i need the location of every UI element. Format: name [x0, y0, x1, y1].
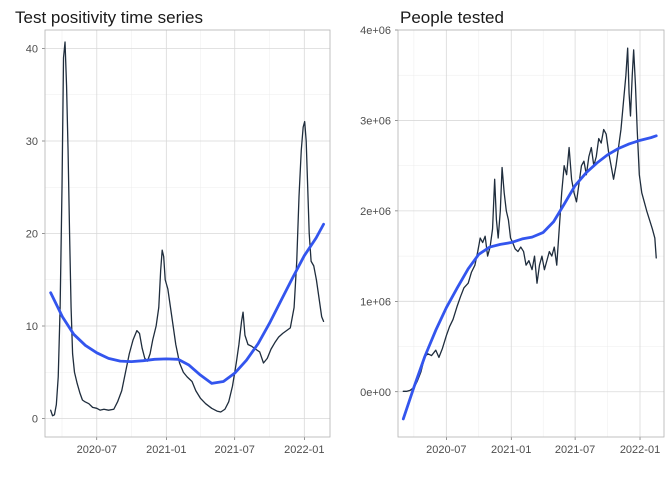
x-tick-label: 2020-07 — [426, 444, 466, 456]
x-tick-label: 2021-01 — [146, 444, 186, 456]
observed-series-line — [402, 47, 657, 392]
chart-title: Test positivity time series — [15, 8, 203, 27]
y-tick-label: 3e+06 — [360, 115, 391, 127]
observed-series-line — [50, 41, 325, 417]
y-tick-label: 10 — [26, 321, 38, 333]
plot-panel-border — [44, 29, 331, 438]
y-tick-label: 40 — [26, 44, 38, 56]
y-tick-label: 20 — [26, 229, 38, 241]
y-tick-label: 0 — [32, 414, 38, 426]
smooth-trend-line — [401, 134, 658, 421]
x-tick-label: 2021-07 — [215, 444, 255, 456]
chart-title: People tested — [400, 8, 504, 27]
x-tick-label: 2022-01 — [620, 444, 660, 456]
y-tick-label: 30 — [26, 136, 38, 148]
y-tick-label: 1e+06 — [360, 296, 391, 308]
x-tick-label: 2021-07 — [555, 444, 595, 456]
x-tick-label: 2020-07 — [77, 444, 117, 456]
plot-panel-border — [397, 29, 665, 438]
y-tick-label: 2e+06 — [360, 206, 391, 218]
x-tick-label: 2022-01 — [284, 444, 324, 456]
chart-panel-people-tested: 2020-07 2021-01 2021-07 2022-01 0e+00 1e+06 2e… — [360, 8, 665, 456]
chart-panel-test-positivity: 2020-07 2021-01 2021-07 2022-01 0 10 20 30 40 Tes… — [15, 8, 331, 456]
x-tick-label: 2021-01 — [491, 444, 531, 456]
y-tick-label: 0e+00 — [360, 387, 391, 399]
y-tick-label: 4e+06 — [360, 25, 391, 37]
smooth-trend-line — [49, 222, 325, 385]
